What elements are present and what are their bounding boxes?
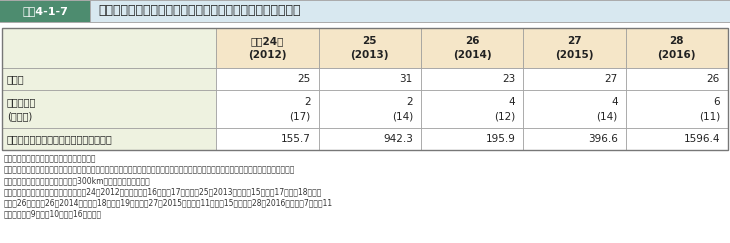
Text: 27: 27 [604, 74, 618, 84]
Bar [421, 90, 523, 128]
Bar [421, 128, 523, 150]
Bar [318, 68, 421, 90]
Bar [626, 68, 728, 90]
Text: 最近５年間における台風の発生数・上陸数と農林水産被害額: 最近５年間における台風の発生数・上陸数と農林水産被害額 [98, 5, 301, 17]
Text: 942.3: 942.3 [383, 134, 413, 144]
Bar [216, 28, 318, 68]
Bar [2, 90, 216, 128]
Bar [90, 0, 730, 22]
Bar [421, 68, 523, 90]
Text: 平成24年
(2012): 平成24年 (2012) [248, 36, 287, 60]
Text: 1596.4: 1596.4 [683, 134, 720, 144]
Bar [318, 90, 421, 128]
Text: 資料：気象庁資料等を基に農林水産省で作成: 資料：気象庁資料等を基に農林水産省で作成 [4, 154, 96, 163]
Text: 号、第9号、第10号、第16号を計上: 号、第9号、第10号、第16号を計上 [4, 209, 102, 218]
Text: 396.6: 396.6 [588, 134, 618, 144]
Bar [2, 28, 728, 68]
Text: ２）主な台風による被害額は、平成24（2012）年は台風第16号と第17号、平成25（2013）年は第15号、第17号、第18号、第: ２）主な台風による被害額は、平成24（2012）年は台風第16号と第17号、平成… [4, 187, 323, 196]
Bar [523, 128, 626, 150]
Bar [0, 0, 90, 22]
Text: 195.9: 195.9 [485, 134, 515, 144]
Text: 図表4-1-7: 図表4-1-7 [22, 6, 68, 16]
Text: 27
(2015): 27 (2015) [556, 36, 593, 60]
Bar [216, 128, 318, 150]
Bar [2, 28, 728, 150]
Bar [626, 128, 728, 150]
Bar [2, 68, 216, 90]
Text: 26号、平成26（2014）年は第18号と第19号、平成27（2015）年は第11号と第15号、平成28（2016）年は第7号、第11: 26号、平成26（2014）年は第18号と第19号、平成27（2015）年は第1… [4, 198, 333, 207]
Text: 31: 31 [399, 74, 413, 84]
Text: 28
(2016): 28 (2016) [658, 36, 696, 60]
Bar [216, 68, 318, 90]
Text: 2
(14): 2 (14) [392, 97, 413, 121]
Bar [318, 28, 421, 68]
Text: 26: 26 [707, 74, 720, 84]
Text: 2
(17): 2 (17) [289, 97, 310, 121]
Text: 26
(2014): 26 (2014) [453, 36, 491, 60]
Text: 23: 23 [502, 74, 515, 84]
Text: 主な台風による農林水産被害額（億円）: 主な台風による農林水産被害額（億円） [7, 134, 112, 144]
Bar [318, 128, 421, 150]
Bar [2, 128, 216, 150]
Bar [216, 90, 318, 128]
Text: うち上陸数
(接近数): うち上陸数 (接近数) [7, 97, 36, 121]
Bar [523, 28, 626, 68]
Text: 発生数: 発生数 [7, 74, 25, 84]
Bar [523, 68, 626, 90]
Text: 4
(14): 4 (14) [596, 97, 618, 121]
Text: のいずれかの気象官署等から300km以内に入った台風の数: のいずれかの気象官署等から300km以内に入った台風の数 [4, 176, 151, 185]
Text: 25
(2013): 25 (2013) [350, 36, 389, 60]
Text: 25: 25 [297, 74, 310, 84]
Text: 155.7: 155.7 [280, 134, 310, 144]
Bar [421, 28, 523, 68]
Text: 4
(12): 4 (12) [494, 97, 515, 121]
Bar [2, 28, 216, 68]
Text: 注：１）上陸数とは台風の中心が北海道、本州、四国、九州の海岸線に達した台風の数、接近数とは台風の中心が北海道、本州、四国、九州: 注：１）上陸数とは台風の中心が北海道、本州、四国、九州の海岸線に達した台風の数、… [4, 165, 296, 174]
Text: 6
(11): 6 (11) [699, 97, 720, 121]
Bar [523, 90, 626, 128]
Bar [626, 28, 728, 68]
Bar [626, 90, 728, 128]
